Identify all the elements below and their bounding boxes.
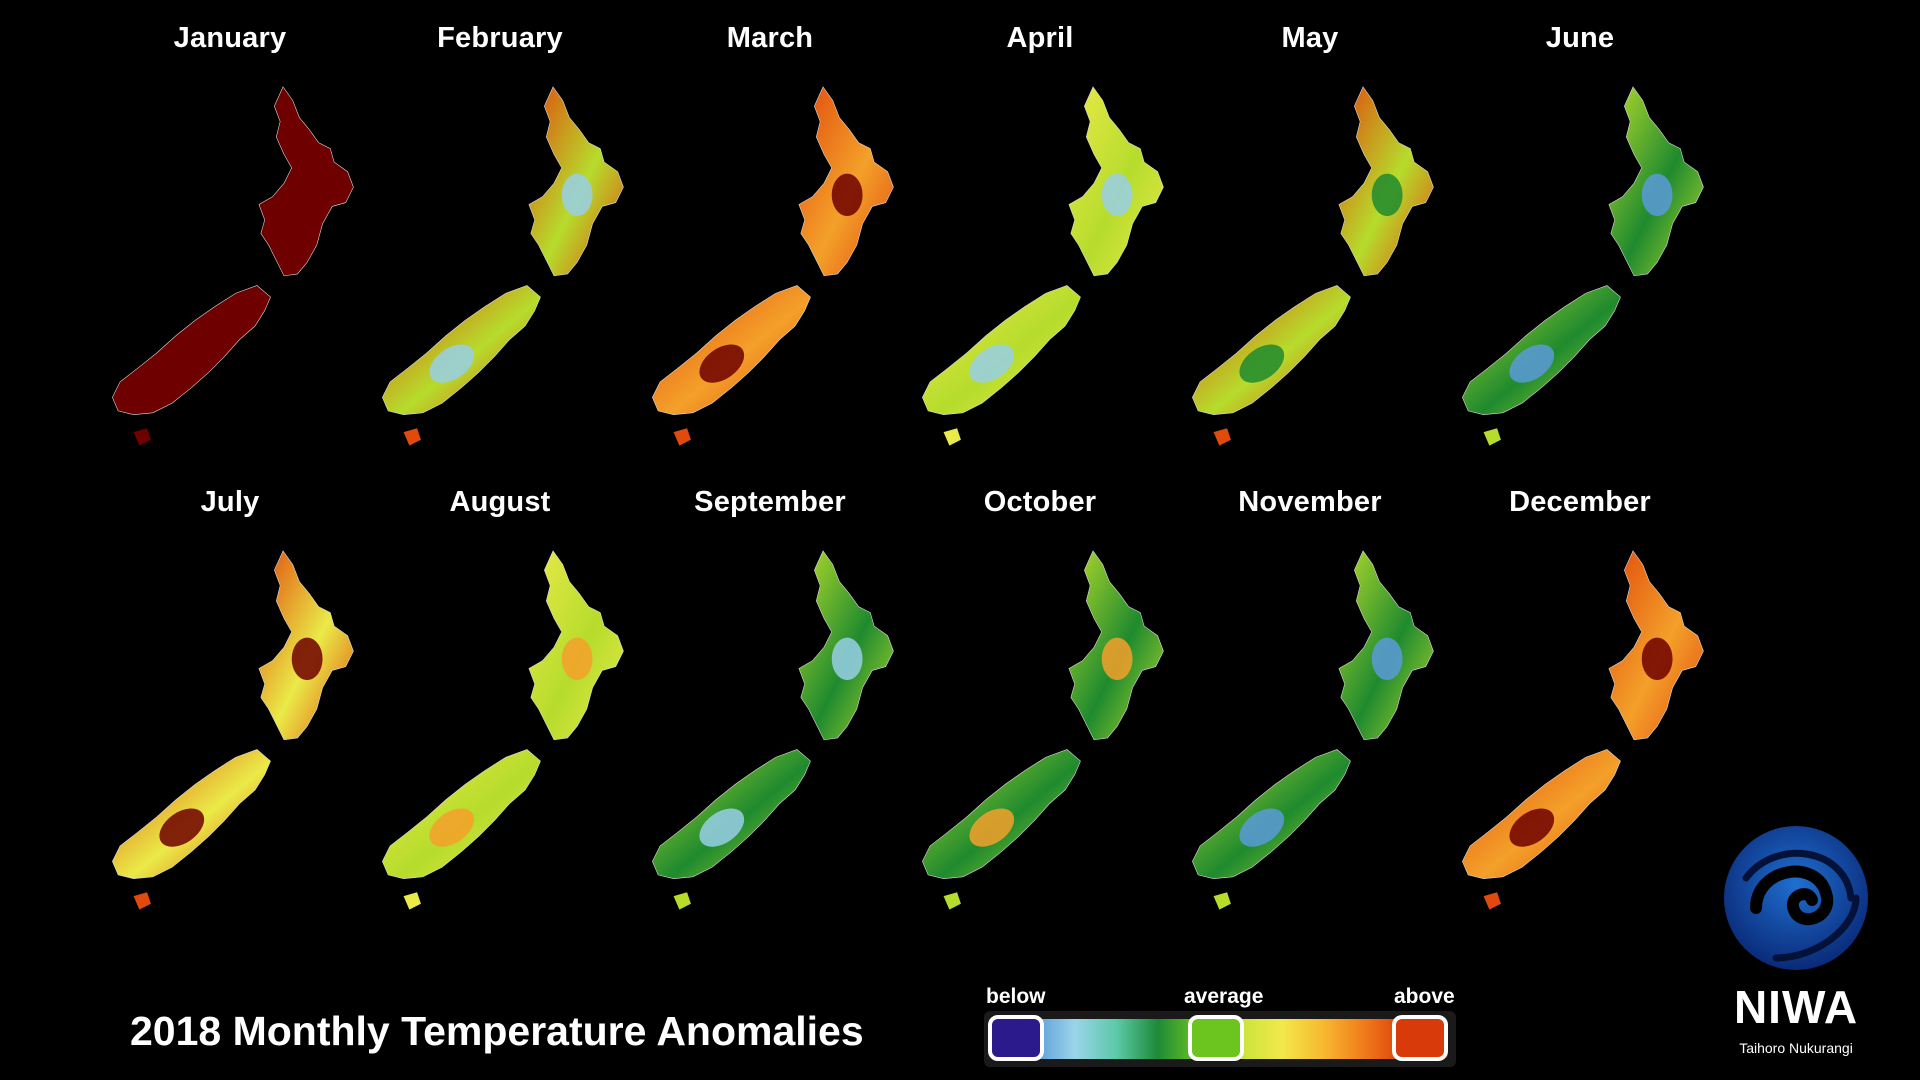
legend-above-swatch [1392, 1015, 1448, 1061]
stewart-island [673, 892, 691, 910]
stewart-island [1213, 892, 1231, 910]
anomaly-patch [1239, 344, 1285, 383]
stewart-island [133, 428, 151, 446]
anomaly-patch [969, 344, 1015, 383]
anomaly-patch [699, 344, 745, 383]
month-panel-march: March [635, 22, 905, 482]
niwa-logo: NIWA Taihoro Nukurangi [1716, 818, 1876, 1058]
anomaly-patch [429, 808, 475, 847]
nz-anomaly-map [652, 86, 894, 446]
anomaly-patch [1371, 173, 1403, 217]
anomaly-patch [291, 173, 323, 217]
month-label: December [1509, 486, 1651, 518]
month-panel-april: April [905, 22, 1175, 482]
month-panel-november: November [1175, 486, 1445, 946]
month-panel-february: February [365, 22, 635, 482]
nz-anomaly-map [922, 550, 1164, 910]
stewart-island [1483, 892, 1501, 910]
anomaly-patch [561, 637, 593, 681]
anomaly-legend: below average above [984, 985, 1456, 1070]
stewart-island [403, 428, 421, 446]
month-panel-july: July [95, 486, 365, 946]
stewart-island [943, 428, 961, 446]
month-panel-october: October [905, 486, 1175, 946]
month-label: March [726, 22, 814, 54]
nz-anomaly-map [1462, 550, 1704, 910]
anomaly-patch [429, 344, 475, 383]
month-label: April [1006, 22, 1074, 54]
legend-colorbar [984, 1011, 1456, 1067]
nz-anomaly-map [1462, 86, 1704, 446]
legend-below-label: below [986, 985, 1046, 1008]
figure-title: 2018 Monthly Temperature Anomalies [130, 1008, 864, 1054]
stewart-island [943, 892, 961, 910]
stewart-island [133, 892, 151, 910]
logo-wordmark: NIWA [1733, 981, 1859, 1033]
nz-anomaly-map [112, 86, 354, 446]
stewart-island [1483, 428, 1501, 446]
nz-anomaly-map [112, 550, 354, 910]
month-label: September [694, 486, 846, 518]
legend-average-label: average [1184, 985, 1264, 1008]
anomaly-patch [1101, 637, 1133, 681]
month-label: January [173, 22, 287, 54]
stewart-island [1213, 428, 1231, 446]
anomaly-patch [159, 808, 205, 847]
anomaly-patch [831, 173, 863, 217]
month-panel-september: September [635, 486, 905, 946]
month-panel-january: January [95, 22, 365, 482]
anomaly-patch [1509, 344, 1555, 383]
anomaly-patch [1101, 173, 1133, 217]
month-panel-june: June [1445, 22, 1715, 482]
anomaly-patch [159, 344, 205, 383]
month-label: May [1281, 22, 1339, 54]
anomaly-patch [291, 637, 323, 681]
nz-anomaly-map [922, 86, 1164, 446]
anomaly-patch [1641, 173, 1673, 217]
anomaly-patch [831, 637, 863, 681]
legend-above-label: above [1394, 985, 1455, 1008]
logo-subtitle: Taihoro Nukurangi [1739, 1040, 1853, 1056]
nz-anomaly-map [382, 86, 624, 446]
month-label: November [1238, 486, 1382, 518]
nz-anomaly-map [1192, 86, 1434, 446]
anomaly-patch [1509, 808, 1555, 847]
legend-below-swatch [988, 1015, 1044, 1061]
month-label: August [449, 486, 551, 518]
nz-anomaly-map [382, 550, 624, 910]
month-label: October [983, 486, 1097, 518]
nz-anomaly-map [1192, 550, 1434, 910]
niwa-swirl-icon [1724, 826, 1868, 970]
month-panel-august: August [365, 486, 635, 946]
anomaly-patch [969, 808, 1015, 847]
anomaly-patch [1641, 637, 1673, 681]
anomaly-patch [561, 173, 593, 217]
month-label: June [1545, 22, 1615, 54]
anomaly-patch [699, 808, 745, 847]
legend-average-swatch [1188, 1015, 1244, 1061]
nz-anomaly-map [652, 550, 894, 910]
month-label: July [200, 486, 260, 518]
anomaly-patch [1371, 637, 1403, 681]
stewart-island [403, 892, 421, 910]
month-panel-may: May [1175, 22, 1445, 482]
anomaly-patch [1239, 808, 1285, 847]
month-panel-december: December [1445, 486, 1715, 946]
month-label: February [437, 22, 563, 54]
stewart-island [673, 428, 691, 446]
